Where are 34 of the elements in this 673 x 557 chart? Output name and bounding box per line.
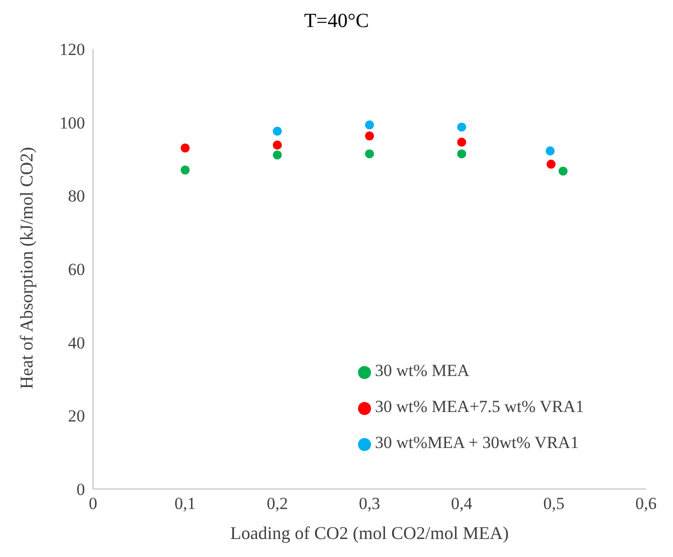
point xyxy=(546,146,555,156)
x-tick-label: 0,1 xyxy=(174,494,196,514)
y-tick-label: 100 xyxy=(60,113,85,132)
point xyxy=(180,165,190,175)
point xyxy=(457,138,466,147)
x-tick-label: 0,5 xyxy=(543,494,564,514)
x-tick-label: 0,4 xyxy=(451,494,473,514)
y-tick-label: 20 xyxy=(68,406,85,426)
x-tick-label: 0,2 xyxy=(266,494,288,514)
x-tick-label: 0,6 xyxy=(635,494,657,514)
point xyxy=(272,140,282,150)
point xyxy=(272,150,282,160)
point xyxy=(364,131,374,140)
point xyxy=(558,166,568,176)
y-axis-title: Heat of Absorption (kJ/mol CO2) xyxy=(16,147,36,389)
point xyxy=(546,160,556,169)
y-tick-label: 0 xyxy=(76,480,85,500)
point xyxy=(180,143,190,153)
point xyxy=(364,149,374,158)
x-axis-title: Loading of CO2 (mol CO2/mol MEA) xyxy=(230,523,509,543)
point xyxy=(457,122,466,132)
chart-title: T=40°C xyxy=(303,10,370,33)
y-tick-label: 40 xyxy=(68,333,85,352)
legend-label: 30 wt% MEA+7.5 wt% VRA1 xyxy=(375,397,584,416)
y-tick-label: 80 xyxy=(68,186,85,206)
y-tick-label: 60 xyxy=(68,260,85,280)
legend-label: 30 wt%MEA + 30wt% VRA1 xyxy=(375,433,579,452)
point xyxy=(457,149,466,158)
x-tick-label: 0,3 xyxy=(358,494,380,514)
point xyxy=(364,120,374,130)
legend-label: 30 wt% MEA xyxy=(375,361,470,380)
point xyxy=(272,126,282,136)
y-tick-label: 120 xyxy=(60,40,85,60)
x-tick-label: 0 xyxy=(88,494,98,514)
